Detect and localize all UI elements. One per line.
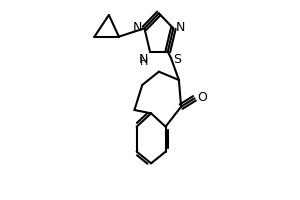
Text: N: N bbox=[176, 21, 185, 34]
Text: O: O bbox=[197, 91, 207, 104]
Text: S: S bbox=[173, 53, 181, 66]
Text: N: N bbox=[133, 21, 142, 34]
Text: N: N bbox=[139, 53, 148, 66]
Text: H: H bbox=[140, 57, 148, 67]
